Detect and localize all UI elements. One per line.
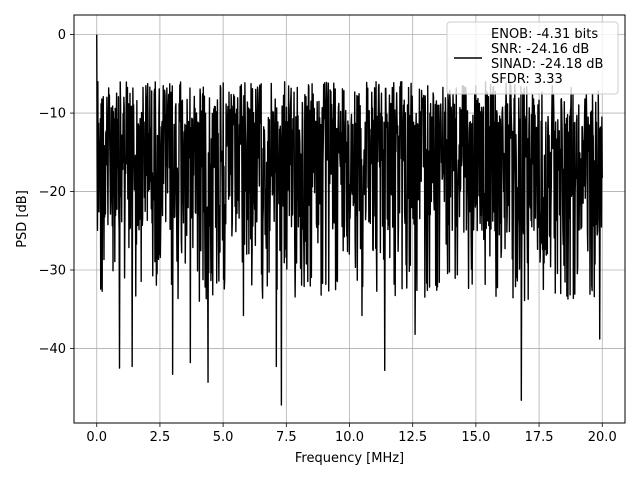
y-tick-label: −40 (39, 342, 66, 357)
x-axis-label: Frequency [MHz] (295, 451, 404, 466)
y-tick-label: −20 (39, 185, 66, 200)
legend-enob: ENOB: -4.31 bits (491, 27, 598, 42)
x-tick-label: 12.5 (398, 430, 427, 445)
x-axis-ticks: 0.0 2.5 5.0 7.5 10.0 12.5 15.0 17.5 20.0 (86, 423, 617, 445)
x-tick-label: 0.0 (86, 430, 107, 445)
legend-sinad: SINAD: -24.18 dB (491, 57, 603, 72)
x-tick-label: 5.0 (213, 430, 234, 445)
y-tick-label: −30 (39, 264, 66, 279)
x-tick-label: 7.5 (276, 430, 297, 445)
x-tick-label: 20.0 (588, 430, 617, 445)
y-tick-label: −10 (39, 107, 66, 122)
psd-trace-line (96, 34, 603, 406)
x-tick-label: 17.5 (525, 430, 554, 445)
legend-box (446, 21, 619, 95)
x-tick-label: 2.5 (150, 430, 171, 445)
legend-snr: SNR: -24.16 dB (491, 42, 589, 57)
series-psd (96, 34, 603, 406)
legend-sfdr: SFDR: 3.33 (491, 72, 563, 87)
y-axis-label: PSD [dB] (15, 190, 30, 248)
x-tick-label: 10.0 (335, 430, 364, 445)
y-axis-ticks: 0 −10 −20 −30 −40 (39, 28, 74, 357)
y-tick-label: 0 (58, 28, 66, 43)
legend: ENOB: -4.31 bits SNR: -24.16 dB SINAD: -… (446, 21, 619, 95)
x-tick-label: 15.0 (461, 430, 490, 445)
